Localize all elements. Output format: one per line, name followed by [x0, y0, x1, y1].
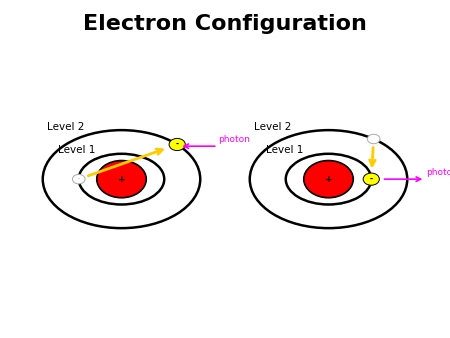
Text: +: + — [118, 175, 125, 184]
Text: -: - — [370, 175, 373, 184]
Text: Level 1: Level 1 — [266, 145, 303, 155]
Circle shape — [363, 173, 379, 185]
Text: Level 1: Level 1 — [58, 145, 96, 155]
Text: Level 2: Level 2 — [254, 122, 292, 132]
Circle shape — [367, 134, 380, 144]
Circle shape — [304, 161, 353, 198]
Text: Electron Configuration: Electron Configuration — [83, 14, 367, 34]
Circle shape — [72, 174, 85, 184]
Text: -: - — [176, 140, 179, 149]
Text: +: + — [325, 175, 332, 184]
Text: Level 2: Level 2 — [47, 122, 85, 132]
Text: photon: photon — [426, 168, 450, 177]
Text: -: - — [78, 177, 80, 182]
Circle shape — [169, 138, 185, 150]
Circle shape — [97, 161, 146, 198]
Text: photon: photon — [219, 135, 251, 144]
